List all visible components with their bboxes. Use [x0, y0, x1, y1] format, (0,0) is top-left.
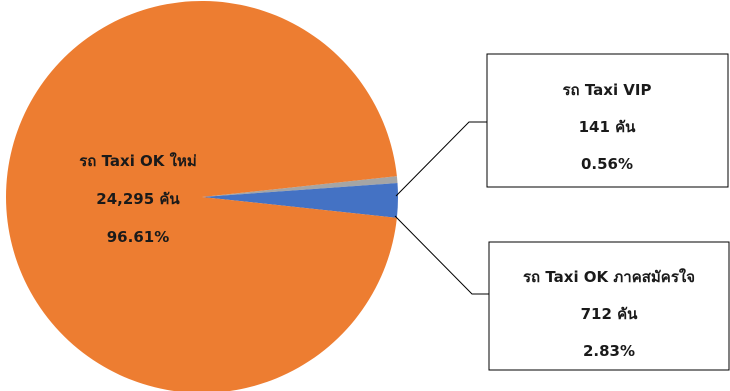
- label-taxi-vip-name: รถ Taxi VIP: [562, 81, 651, 99]
- label-taxi-ok-voluntary-name: รถ Taxi OK ภาคสมัครใจ: [523, 268, 695, 286]
- label-taxi-vip-count: 141 คัน: [579, 118, 637, 136]
- pie-slice-2: [202, 176, 398, 197]
- label-taxi-ok-new: รถ Taxi OK ใหม่ 24,295 คัน 96.61%: [79, 152, 197, 246]
- callout-box-taxi-vip: [486, 53, 729, 188]
- label-taxi-ok-voluntary-count: 712 คัน: [581, 305, 639, 323]
- pie-slices: [5, 1, 398, 391]
- label-taxi-ok-voluntary-percent: 2.83%: [583, 342, 635, 360]
- leader-line-taxi-ok-voluntary: [394, 215, 489, 295]
- label-taxi-ok-new-percent: 96.61%: [107, 228, 169, 246]
- callout-box-taxi-ok-voluntary: [488, 241, 730, 371]
- pie-slice-1: [202, 183, 398, 218]
- leader-line-taxi-vip: [395, 121, 487, 197]
- pie-slice-0: [5, 1, 397, 391]
- label-taxi-ok-new-count: 24,295 คัน: [96, 190, 180, 208]
- label-taxi-vip-percent: 0.56%: [581, 155, 633, 173]
- label-taxi-ok-new-name: รถ Taxi OK ใหม่: [79, 152, 197, 170]
